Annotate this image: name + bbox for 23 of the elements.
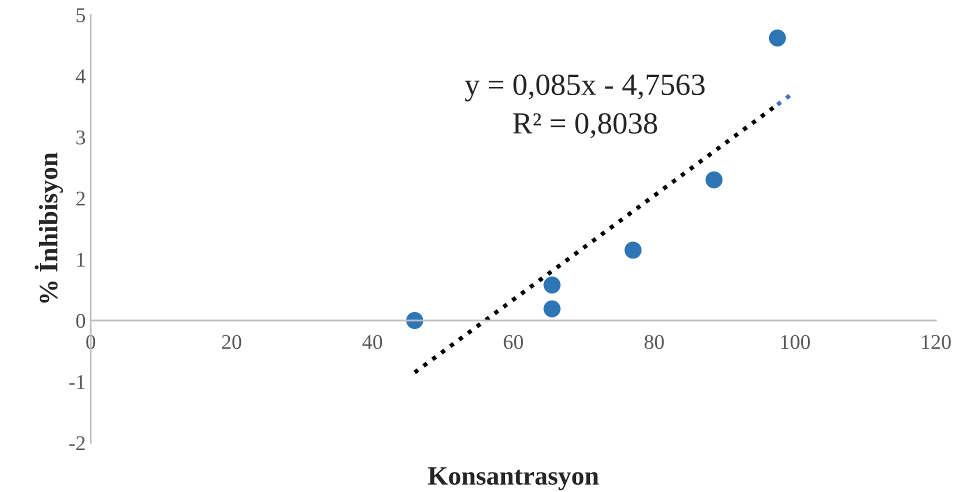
x-tick-label: 120 <box>922 334 951 350</box>
y-axis-title: % İnhibisyon <box>34 152 63 303</box>
x-tick-label: 60 <box>504 334 523 350</box>
point <box>706 171 723 188</box>
point <box>544 300 561 318</box>
y-tick-label: 3 <box>76 130 86 144</box>
x-tick-label: 80 <box>644 334 664 350</box>
annotation: y = 0,085x - 4,7563 <box>464 74 705 102</box>
y-tick-label: 4 <box>76 69 86 84</box>
point <box>768 29 786 46</box>
point <box>624 242 642 259</box>
x-axis-title: Konsantrasyon <box>428 467 599 490</box>
y-tick-label: 1 <box>77 252 85 267</box>
annotation: R² = 0,8038 <box>512 113 658 138</box>
x-tick-label: 40 <box>362 334 382 350</box>
y-tick-label: -1 <box>69 375 85 389</box>
y-tick-label: -2 <box>69 436 85 450</box>
y-tick-label: 5 <box>76 8 86 22</box>
x-tick-label: 20 <box>222 334 242 350</box>
y-tick-label: 2 <box>76 192 85 206</box>
y-tick-label: 0 <box>76 314 86 328</box>
point <box>544 276 561 294</box>
x-tick-label: 100 <box>781 334 810 350</box>
